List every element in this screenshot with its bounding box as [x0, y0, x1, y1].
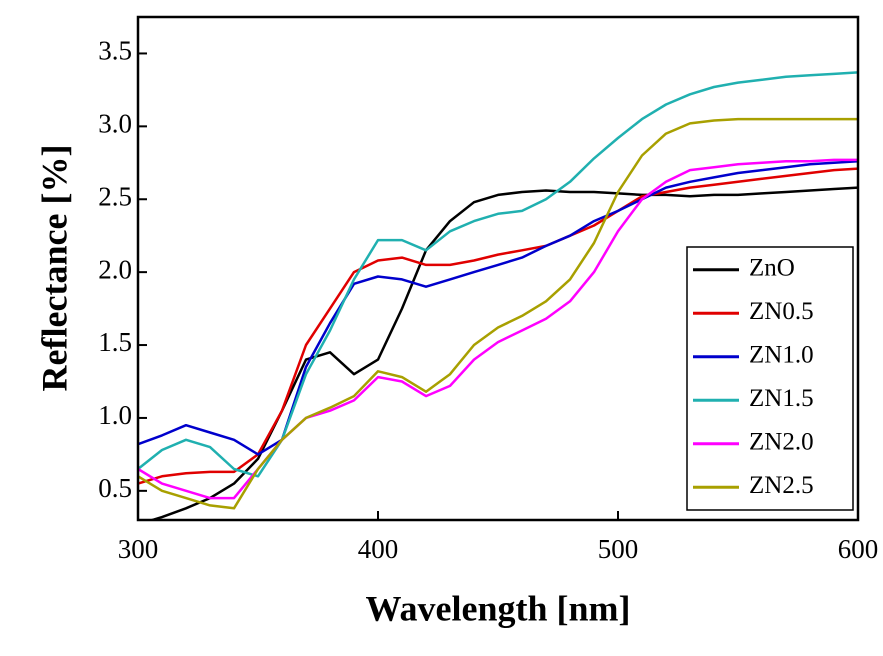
legend-label: ZN2.5 [749, 472, 814, 499]
plot-frame [136, 15, 860, 522]
legend-label: ZN1.5 [749, 385, 814, 412]
x-axis-title: Wavelength [nm] [366, 588, 631, 628]
legend-label: ZN0.5 [749, 298, 814, 325]
y-tick-label: 3.5 [98, 36, 132, 66]
x-tick-label: 300 [118, 534, 159, 564]
x-tick-label: 600 [838, 534, 879, 564]
series-line [148, 186, 858, 520]
y-axis-title: Reflectance [%] [34, 145, 74, 392]
y-tick-label: 2.5 [98, 181, 132, 211]
series-line [138, 117, 858, 510]
y-tick-label: 1.0 [98, 400, 132, 430]
x-tick-label: 500 [598, 534, 639, 564]
y-tick-label: 3.0 [98, 109, 132, 139]
y-tick-label: 2.0 [98, 254, 132, 284]
x-tick-label: 400 [358, 534, 399, 564]
legend-label: ZN1.0 [749, 341, 814, 368]
y-tick-label: 1.5 [98, 327, 132, 357]
series-line [138, 160, 858, 456]
legend-label: ZnO [749, 254, 795, 281]
series-line [138, 71, 858, 478]
y-tick-label: 0.5 [98, 473, 132, 503]
plot-lines [138, 71, 858, 520]
legend-box [686, 246, 854, 511]
legend-label: ZN2.0 [749, 428, 814, 455]
